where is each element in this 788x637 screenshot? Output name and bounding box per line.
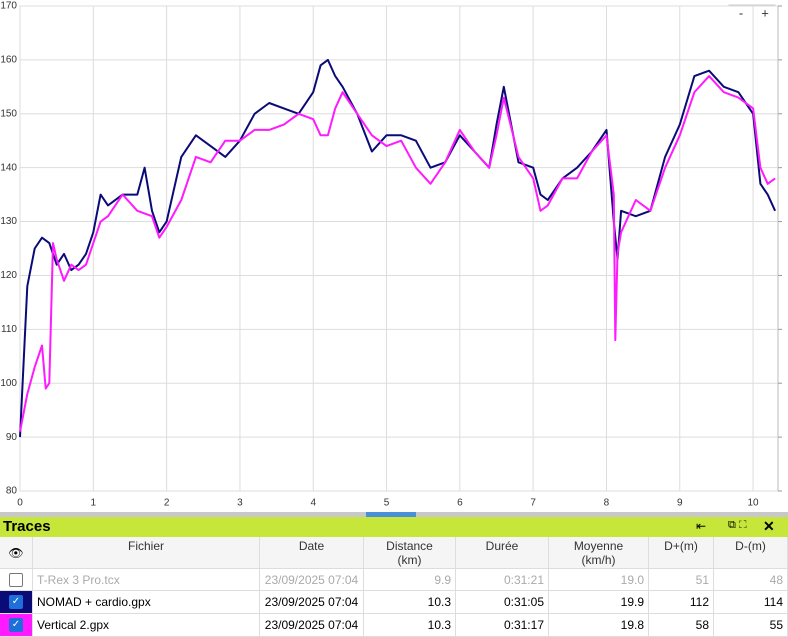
column-header[interactable]: Durée (456, 537, 549, 569)
table-cell: 10.3 (364, 614, 456, 637)
y-tick-label: 140 (0, 162, 17, 173)
y-tick-label: 170 (0, 1, 17, 12)
table-cell: 0:31:05 (456, 591, 549, 614)
x-tick-label: 0 (17, 498, 23, 509)
x-tick-label: 7 (530, 498, 536, 509)
eye-header[interactable]: 👁 (0, 537, 33, 569)
header-label: D-(m) (735, 539, 766, 553)
table-cell: 19.0 (549, 569, 649, 591)
table-cell: 23/09/2025 07:04 (260, 569, 364, 591)
trace-line (19, 58, 777, 438)
pin-icon[interactable]: ⇤ (696, 519, 707, 533)
table-cell: 55 (714, 614, 788, 637)
table-cell: 9.9 (364, 569, 456, 591)
header-unit: (km) (397, 553, 422, 567)
y-tick-label: 150 (0, 108, 17, 119)
x-tick-label: 3 (237, 498, 243, 509)
header-unit: (km/h) (581, 553, 616, 567)
y-tick-label: 100 (0, 378, 17, 389)
checkbox[interactable]: ✓ (9, 618, 23, 632)
header-label: D+(m) (664, 539, 698, 553)
chart: 80 90 100 110 120 130 140 150 160 170 0 1 2 3 4 5 6 7 8 9 10… (0, 1, 782, 509)
header-label: Distance (386, 539, 433, 553)
header-label: Fichier (127, 539, 164, 553)
header-label: Durée (485, 539, 519, 553)
table-cell: 19.8 (549, 614, 649, 637)
table-cell: 23/09/2025 07:04 (260, 614, 364, 637)
zoom-button[interactable]: + (761, 5, 769, 20)
zoom-button[interactable]: - (739, 5, 743, 20)
plot-area (19, 5, 779, 492)
checkbox-cell: ✓ (0, 614, 33, 637)
table-cell: 19.9 (549, 591, 649, 614)
column-header[interactable]: Fichier (33, 537, 260, 569)
column-header[interactable]: Date (260, 537, 364, 569)
x-tick-label: 9 (677, 498, 683, 509)
y-tick-label: 80 (6, 486, 18, 497)
column-header[interactable]: Distance (km) (364, 537, 456, 569)
x-tick-label: 2 (164, 498, 170, 509)
x-tick-label: 8 (604, 498, 610, 509)
column-header[interactable]: D-(m) (714, 537, 788, 569)
table-cell: T-Rex 3 Pro.tcx (33, 569, 260, 591)
x-tick-label: 5 (384, 498, 390, 509)
x-tick-label: 4 (310, 498, 316, 509)
table-cell: 10.3 (364, 591, 456, 614)
panel-header: Traces ⇤ ⧉ ⛶ ✕ (0, 517, 788, 537)
y-tick-label: 120 (0, 270, 17, 281)
checkbox[interactable] (9, 572, 23, 587)
table-cell: 0:31:21 (456, 569, 549, 591)
splitter[interactable] (0, 512, 788, 517)
table-cell: 48 (714, 569, 788, 591)
table-cell: NOMAD + cardio.gpx (33, 591, 260, 614)
window-icons[interactable]: ⧉ ⛶ (728, 519, 747, 531)
table-cell: 0:31:17 (456, 614, 549, 637)
trace-line (19, 75, 776, 432)
checkbox-cell (0, 569, 33, 591)
x-tick-label: 6 (457, 498, 463, 509)
checkbox-cell: ✓ (0, 591, 33, 614)
x-tick-label: 10 (748, 498, 760, 509)
column-header[interactable]: Moyenne (km/h) (549, 537, 649, 569)
y-tick-label: 160 (0, 55, 17, 66)
x-tick-label: 1 (91, 498, 97, 509)
close-icon[interactable]: ✕ (763, 518, 775, 534)
table-cell: Vertical 2.gpx (33, 614, 260, 637)
checkbox[interactable]: ✓ (9, 595, 23, 609)
table-cell: 112 (649, 591, 714, 614)
column-header[interactable]: D+(m) (649, 537, 714, 569)
panel-title: Traces (3, 518, 51, 535)
y-tick-label: 130 (0, 216, 17, 227)
table-cell: 58 (649, 614, 714, 637)
y-tick-label: 90 (6, 432, 18, 443)
table-cell: 114 (714, 591, 788, 614)
header-label: Date (298, 539, 325, 553)
traces-panel: Traces ⇤ ⧉ ⛶ ✕ 👁 Fichier Date Distance (km) D… (0, 512, 788, 637)
table-cell: 23/09/2025 07:04 (260, 591, 364, 614)
header-label: Moyenne (573, 539, 624, 553)
y-tick-label: 110 (1, 324, 17, 335)
table-cell: 51 (649, 569, 714, 591)
